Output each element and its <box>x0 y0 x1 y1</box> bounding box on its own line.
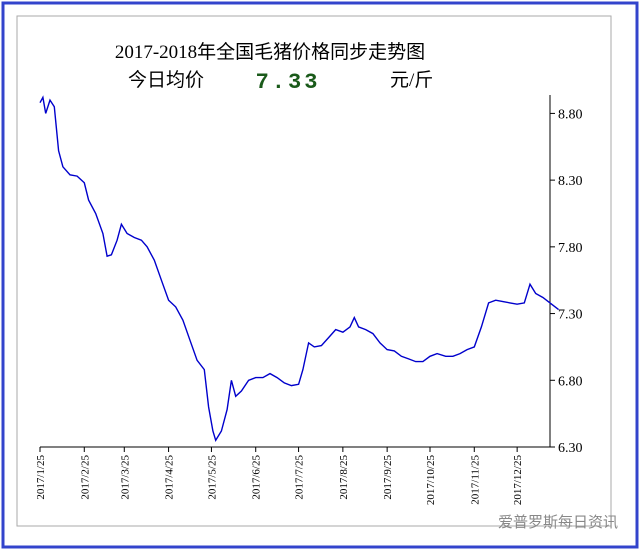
price-unit: 元/斤 <box>390 69 433 91</box>
y-tick-label: 6.30 <box>558 441 583 456</box>
x-tick-label: 2017/4/25 <box>164 455 176 500</box>
y-tick-label: 8.80 <box>558 107 583 122</box>
x-tick-label: 2017/5/25 <box>206 455 218 500</box>
x-tick-label: 2017/8/25 <box>338 455 350 500</box>
plot-frame <box>16 15 612 527</box>
price-value: 7.33 <box>256 70 321 95</box>
x-tick-label: 2017/9/25 <box>382 455 394 500</box>
x-tick-label: 2017/10/25 <box>425 455 437 506</box>
y-tick-label: 7.80 <box>558 241 583 256</box>
y-tick-label: 7.30 <box>558 308 583 323</box>
price-label: 今日均价 <box>128 69 204 91</box>
watermark: 爱普罗斯每日资讯 <box>498 513 618 531</box>
price-line <box>39 95 560 442</box>
x-tick-label: 2017/3/25 <box>119 455 131 500</box>
y-tick-label: 6.80 <box>558 374 583 389</box>
x-tick-label: 2017/6/25 <box>251 455 263 500</box>
y-tick-label: 8.30 <box>558 174 583 189</box>
x-tick-label: 2017/1/25 <box>35 455 47 500</box>
x-tick-label: 2017/2/25 <box>79 455 91 500</box>
x-tick-label: 2017/12/25 <box>512 455 524 506</box>
x-tick-label: 2017/7/25 <box>294 455 306 500</box>
x-tick-label: 2017/11/25 <box>469 455 481 505</box>
chart-title: 2017-2018年全国毛猪价格同步走势图 <box>115 41 425 63</box>
